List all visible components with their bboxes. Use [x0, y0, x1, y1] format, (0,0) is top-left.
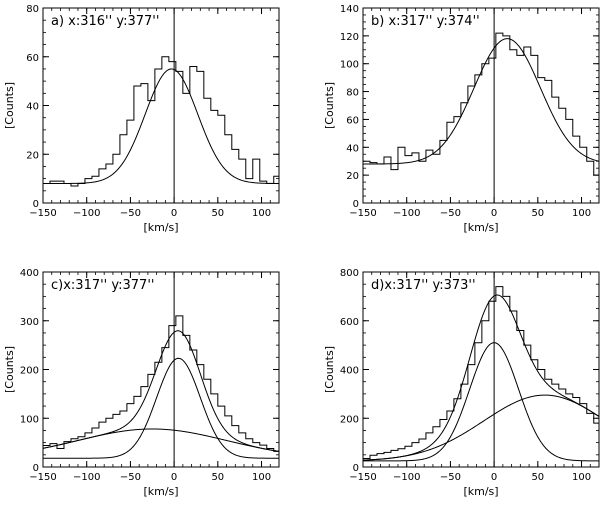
x-tick-label: 0	[171, 208, 177, 219]
y-tick-label: 800	[340, 268, 359, 279]
histogram-series	[363, 32, 599, 176]
y-tick-label: 400	[20, 268, 39, 279]
y-tick-label: 600	[340, 317, 359, 328]
fit-curve-3	[43, 428, 279, 452]
x-tick-label: −150	[349, 472, 376, 483]
fit-curve-2	[43, 357, 279, 459]
fit-curve-2	[363, 342, 599, 462]
x-axis-label: [km/s]	[143, 485, 178, 498]
y-tick-label: 120	[340, 32, 359, 43]
y-tick-label: 0	[353, 199, 359, 210]
y-tick-label: 400	[340, 366, 359, 377]
data-layer	[363, 32, 599, 176]
y-tick-label: 40	[346, 143, 359, 154]
y-tick-label: 20	[26, 150, 39, 161]
panel-title: a) x:316'' y:377''	[51, 14, 159, 29]
y-tick-label: 200	[20, 366, 39, 377]
x-tick-label: 100	[572, 208, 591, 219]
x-tick-label: 50	[211, 472, 224, 483]
x-tick-label: 50	[531, 208, 544, 219]
x-tick-label: −150	[349, 208, 376, 219]
x-tick-label: 100	[252, 208, 271, 219]
x-tick-label: −50	[440, 472, 461, 483]
histogram-series	[43, 56, 279, 187]
y-tick-label: 200	[340, 414, 359, 425]
y-tick-label: 0	[353, 463, 359, 474]
chart-panel-1: −150 −100 −50 0 50 100 0 20 40 60 80 [km/s] [Counts]…	[3, 4, 280, 234]
y-tick-label: 0	[33, 199, 39, 210]
y-tick-label: 300	[20, 317, 39, 328]
data-layer	[43, 315, 279, 459]
plot-frame	[362, 7, 600, 204]
x-axis-label: [km/s]	[463, 221, 498, 234]
panel-title: b) x:317'' y:374''	[371, 14, 480, 29]
chart-panel-4: −150 −100 −50 0 50 100 0 200 400 600 800 [km/s] [Cou…	[323, 268, 600, 498]
y-axis-label: [Counts]	[323, 82, 336, 129]
histogram-series	[363, 286, 599, 459]
x-tick-label: −100	[393, 472, 420, 483]
x-tick-label: −100	[73, 472, 100, 483]
y-tick-label: 80	[26, 4, 39, 15]
fit-curve-1	[363, 38, 599, 165]
y-tick-label: 60	[346, 115, 359, 126]
x-tick-label: 50	[211, 208, 224, 219]
x-tick-label: 100	[252, 472, 271, 483]
plot-frame	[42, 7, 280, 204]
x-tick-label: 100	[572, 472, 591, 483]
plot-frame	[362, 271, 600, 468]
fit-curve-1	[43, 68, 279, 184]
y-tick-label: 100	[20, 414, 39, 425]
x-tick-label: −100	[393, 208, 420, 219]
y-tick-label: 0	[33, 463, 39, 474]
panel-title: c)x:317'' y:377''	[51, 278, 154, 293]
y-tick-label: 60	[26, 53, 39, 64]
data-layer	[363, 286, 599, 462]
y-axis-label: [Counts]	[3, 82, 16, 129]
y-axis-label: [Counts]	[3, 346, 16, 393]
x-tick-label: −50	[120, 472, 141, 483]
chart-panel-2: −150 −100 −50 0 50 100 0 20 40 60 80 100 120 140 [km/s…	[323, 4, 600, 234]
chart-panel-3: −150 −100 −50 0 50 100 0 100 200 300 400 [km/s] [Cou…	[3, 268, 280, 498]
panel-title: d)x:317'' y:373''	[371, 278, 476, 293]
x-tick-label: 0	[171, 472, 177, 483]
data-layer	[43, 56, 279, 187]
x-tick-label: −150	[29, 472, 56, 483]
x-axis-label: [km/s]	[463, 485, 498, 498]
y-tick-label: 40	[26, 102, 39, 113]
y-tick-label: 100	[340, 60, 359, 71]
x-tick-label: −100	[73, 208, 100, 219]
x-tick-label: 0	[491, 208, 497, 219]
x-axis-label: [km/s]	[143, 221, 178, 234]
y-tick-label: 80	[346, 88, 359, 99]
y-axis-label: [Counts]	[323, 346, 336, 393]
y-tick-label: 20	[346, 171, 359, 182]
x-tick-label: 50	[531, 472, 544, 483]
x-tick-label: −50	[120, 208, 141, 219]
fit-curve-3	[363, 394, 599, 461]
y-tick-label: 140	[340, 4, 359, 15]
fit-curve-1	[363, 294, 599, 461]
x-tick-label: −150	[29, 208, 56, 219]
x-tick-label: 0	[491, 472, 497, 483]
x-tick-label: −50	[440, 208, 461, 219]
